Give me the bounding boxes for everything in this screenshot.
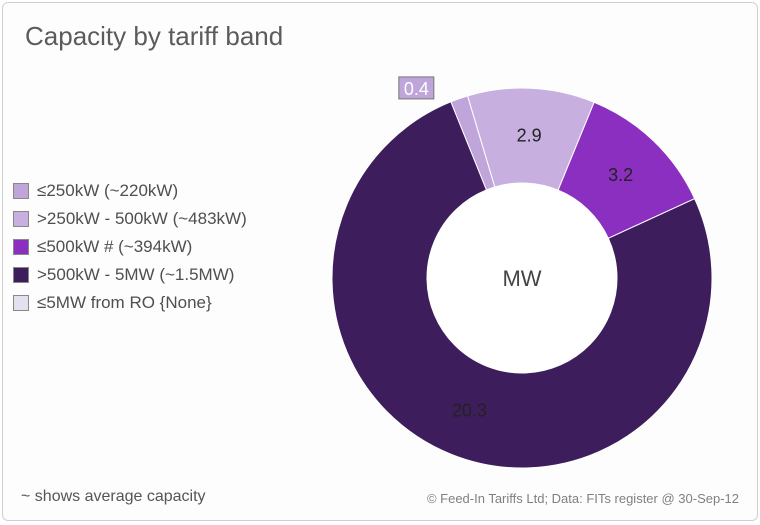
- legend-swatch: [13, 267, 29, 283]
- footnote-left: ~ shows average capacity: [21, 488, 206, 506]
- legend-swatch: [13, 295, 29, 311]
- legend-swatch: [13, 239, 29, 255]
- legend-item-lte500h: ≤500kW # (~394kW): [13, 237, 247, 257]
- legend-item-lte250: ≤250kW (~220kW): [13, 181, 247, 201]
- legend-label: ≤500kW # (~394kW): [37, 237, 192, 257]
- legend-item-250_500: >250kW - 500kW (~483kW): [13, 209, 247, 229]
- donut-chart: MW 0.4 2.9 3.2 20.3: [307, 63, 737, 493]
- value-label-500_5mw: 20.3: [452, 400, 487, 420]
- value-label-lte250: 0.4: [404, 79, 429, 99]
- legend: ≤250kW (~220kW) >250kW - 500kW (~483kW) ≤5…: [13, 173, 247, 321]
- legend-label: ≤250kW (~220kW): [37, 181, 178, 201]
- legend-label: ≤5MW from RO {None}: [37, 293, 212, 313]
- value-label-lte500h: 3.2: [608, 165, 633, 185]
- legend-label: >250kW - 500kW (~483kW): [37, 209, 247, 229]
- legend-item-5mw_ro: ≤5MW from RO {None}: [13, 293, 247, 313]
- chart-title: Capacity by tariff band: [25, 21, 283, 52]
- footnote-right: © Feed-In Tariffs Ltd; Data: FITs regist…: [427, 491, 739, 506]
- legend-swatch: [13, 211, 29, 227]
- legend-label: >500kW - 5MW (~1.5MW): [37, 265, 234, 285]
- value-label-250_500: 2.9: [517, 126, 542, 146]
- legend-swatch: [13, 183, 29, 199]
- legend-item-500_5mw: >500kW - 5MW (~1.5MW): [13, 265, 247, 285]
- center-label: MW: [502, 266, 541, 291]
- chart-card: Capacity by tariff band ≤250kW (~220kW) >…: [2, 2, 758, 521]
